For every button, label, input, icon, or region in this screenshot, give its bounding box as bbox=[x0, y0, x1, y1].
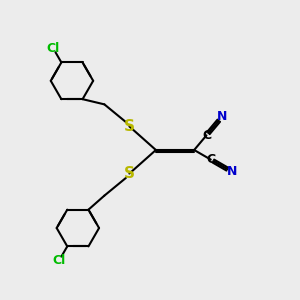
Text: S: S bbox=[124, 119, 135, 134]
Text: Cl: Cl bbox=[52, 254, 66, 267]
Text: C: C bbox=[206, 153, 215, 166]
Text: Cl: Cl bbox=[47, 42, 60, 55]
Text: N: N bbox=[227, 165, 237, 178]
Text: C: C bbox=[202, 129, 211, 142]
Text: S: S bbox=[124, 166, 135, 181]
Text: N: N bbox=[217, 110, 227, 123]
